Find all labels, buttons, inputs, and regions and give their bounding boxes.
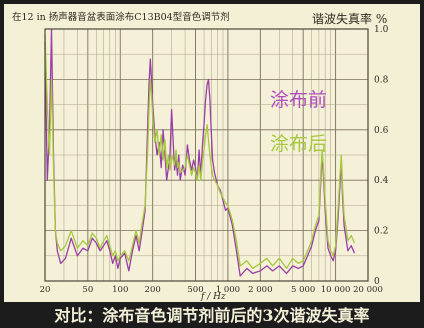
y-tick-label: 0.8 (374, 75, 389, 85)
x-axis-label: f / Hz (200, 292, 226, 302)
y-tick-label: 0 (374, 277, 380, 287)
chart-title: 在12 in 扬声器音盆表面涂布C13B04型音色调节剂 (12, 11, 230, 23)
annotation-before: 涂布前 (270, 89, 327, 111)
x-tick-label: 2 000 (248, 285, 272, 295)
x-tick-label: 200 (145, 285, 161, 295)
x-tick-label: 50 (82, 285, 93, 295)
distortion-chart: 20 50 100 200 500 1 000 2 000 5 000 10 000 20 000… (12, 11, 389, 302)
y-tick-label: 0.4 (374, 176, 389, 186)
x-tick-label: 10 000 (321, 285, 351, 295)
figure-caption: 对比：涂布音色调节剂前后的3次谐波失真率 (54, 306, 370, 325)
y-tick-label: 1.0 (374, 25, 389, 35)
x-tick-label: 20 000 (353, 285, 383, 295)
series-line-after (44, 33, 356, 270)
y-tick-label: 0.6 (374, 126, 389, 136)
x-tick-label: 500 (187, 285, 203, 295)
x-tick-label: 20 (40, 285, 51, 295)
x-tick-label: 5 000 (291, 285, 315, 295)
annotation-after: 涂布后 (270, 133, 327, 155)
tick-labels: 20 50 100 200 500 1 000 2 000 5 000 10 000 20 000… (40, 25, 389, 295)
y-axis-label: 谐波失真率 % (312, 11, 387, 26)
series-layer (44, 28, 356, 277)
plot-frame (44, 28, 369, 282)
series-line-before (44, 28, 356, 277)
y-tick-label: 0.2 (374, 227, 388, 237)
x-tick-label: 1 000 (216, 285, 240, 295)
x-tick-label: 100 (112, 285, 128, 295)
chart-panel: 20 50 100 200 500 1 000 2 000 5 000 10 000 20 000… (4, 4, 420, 302)
